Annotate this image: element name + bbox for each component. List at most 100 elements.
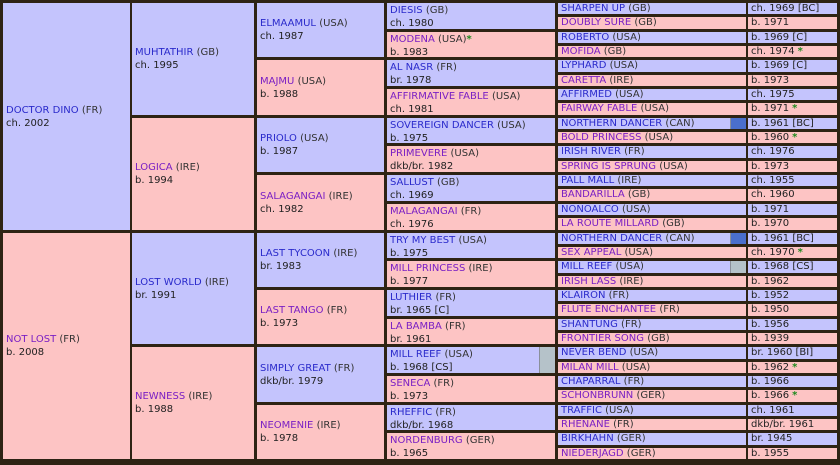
- horse-name-link[interactable]: LYPHARD: [561, 60, 607, 71]
- horse-info: b. 1961 [BC]: [751, 233, 814, 244]
- horse-name-link[interactable]: NONOALCO: [561, 204, 619, 215]
- horse-name-link[interactable]: NORTHERN DANCER: [561, 233, 663, 244]
- horse-name-link[interactable]: LAST TYCOON: [260, 248, 331, 259]
- horse-name-link[interactable]: NOT LOST: [6, 334, 57, 345]
- country-code: (FR): [623, 376, 645, 387]
- horse-name-link[interactable]: NORDENBURG: [390, 435, 463, 446]
- gen5-horse-cell: BANDARILLA (GB): [558, 189, 746, 201]
- horse-name-line: NORTHERN DANCER (CAN): [561, 233, 743, 244]
- horse-name-link[interactable]: MILL PRINCESS: [390, 263, 466, 274]
- horse-name-link[interactable]: SHARPEN UP: [561, 3, 626, 14]
- horse-name-link[interactable]: BOLD PRINCESS: [561, 132, 642, 143]
- horse-name-link[interactable]: NEVER BEND: [561, 347, 627, 358]
- horse-name-link[interactable]: AL NASR: [390, 62, 434, 73]
- horse-name-link[interactable]: MODENA: [390, 34, 435, 45]
- horse-name-link[interactable]: TRY MY BEST: [390, 235, 456, 246]
- horse-name-link[interactable]: LUTHIER: [390, 292, 433, 303]
- horse-name-link[interactable]: SOVEREIGN DANCER: [390, 120, 494, 131]
- horse-name-link[interactable]: MILAN MILL: [561, 362, 619, 373]
- horse-name-link[interactable]: FLUTE ENCHANTEE: [561, 304, 657, 315]
- horse-name-link[interactable]: PRIMEVERE: [390, 148, 448, 159]
- horse-name-line: NIEDERJAGD (GER): [561, 448, 743, 459]
- horse-name-link[interactable]: TRAFFIC: [561, 405, 602, 416]
- horse-name-line: SHANTUNG (FR): [561, 319, 743, 330]
- horse-name-link[interactable]: SCHONBRUNN: [561, 390, 634, 401]
- horse-name-line: IRISH RIVER (FR): [561, 146, 743, 158]
- horse-name-link[interactable]: LA BAMBA: [390, 321, 442, 332]
- horse-name-link[interactable]: NEOMENIE: [260, 420, 314, 431]
- country-code: (GB): [425, 5, 449, 16]
- gen2-horse-cell: NEWNESS (IRE) b. 1988: [132, 347, 254, 459]
- country-code: (USA): [644, 132, 674, 143]
- horse-name-link[interactable]: MILL REEF: [561, 261, 613, 272]
- horse-name-link[interactable]: NEWNESS: [135, 391, 186, 402]
- horse-name-link[interactable]: LAST TANGO: [260, 305, 324, 316]
- horse-name-link[interactable]: PALL MALL: [561, 175, 615, 186]
- horse-name-link[interactable]: RHENANE: [561, 419, 610, 430]
- gen4-horse-cell: MODENA (USA)* b. 1983: [387, 32, 555, 57]
- horse-name-link[interactable]: MAJMU: [260, 75, 295, 87]
- horse-info: b. 1961 [BC]: [751, 118, 814, 129]
- horse-name-link[interactable]: PRIOLO: [260, 133, 297, 144]
- horse-name-link[interactable]: KLAIRON: [561, 290, 606, 301]
- horse-name-link[interactable]: AFFIRMED: [561, 89, 612, 100]
- horse-name-link[interactable]: CHAPARRAL: [561, 376, 621, 387]
- country-code: (CAN): [665, 118, 695, 129]
- horse-name-link[interactable]: FRONTIER SONG: [561, 333, 645, 344]
- horse-name-link[interactable]: SIMPLY GREAT: [260, 362, 331, 374]
- horse-name-link[interactable]: CARETTA: [561, 75, 607, 86]
- horse-name-link[interactable]: BANDARILLA: [561, 189, 625, 200]
- horse-name-link[interactable]: DIESIS: [390, 5, 423, 16]
- horse-name-link[interactable]: SEX APPEAL: [561, 247, 622, 258]
- horse-info: ch. 1982: [260, 203, 304, 215]
- horse-name-link[interactable]: BIRKHAHN: [561, 433, 614, 444]
- horse-info: b. 1978: [260, 433, 299, 444]
- gen3-horse-cell: LAST TANGO (FR) b. 1973: [257, 290, 384, 344]
- gen5-horse-cell: ROBERTO (USA): [558, 32, 746, 43]
- gen4-horse-cell: NORDENBURG (GER) b. 1965: [387, 433, 555, 459]
- horse-name-link[interactable]: MUHTATHIR: [135, 47, 194, 58]
- country-code: (FR): [621, 319, 642, 330]
- horse-name-link[interactable]: SPRING IS SPRUNG: [561, 161, 657, 172]
- horse-name-link[interactable]: RHEFFIC: [390, 407, 433, 418]
- horse-name-link[interactable]: DOCTOR DINO: [6, 104, 79, 116]
- horse-name-link[interactable]: NORTHERN DANCER: [561, 118, 663, 129]
- horse-name-link[interactable]: NIEDERJAGD: [561, 448, 624, 459]
- gen5-info-cell: b. 1973: [748, 75, 837, 86]
- horse-name-link[interactable]: LA ROUTE MILLARD: [561, 218, 660, 229]
- gen3-horse-cell: MAJMU (USA) b. 1988: [257, 60, 384, 115]
- horse-name-link[interactable]: IRISH LASS: [561, 276, 617, 287]
- country-code: (IRE): [609, 75, 634, 86]
- gen5-info-cell: br. 1960 [BI]: [748, 347, 837, 359]
- horse-name-link[interactable]: SHANTUNG: [561, 319, 618, 330]
- horse-name-link[interactable]: SENECA: [390, 378, 431, 389]
- horse-name-line: MOFIDA (GB): [561, 46, 743, 57]
- gen4-horse-cell: PRIMEVERE (USA) dkb/br. 1982: [387, 146, 555, 172]
- country-code: (USA): [497, 120, 526, 131]
- gen5-info-cell: br. 1945: [748, 433, 837, 445]
- horse-name-link[interactable]: SALLUST: [390, 177, 434, 188]
- horse-name-link[interactable]: LOST WORLD: [135, 276, 202, 288]
- horse-name-link[interactable]: FAIRWAY FABLE: [561, 103, 638, 114]
- horse-name-link[interactable]: MOFIDA: [561, 46, 601, 57]
- horse-name-link[interactable]: ROBERTO: [561, 32, 610, 43]
- horse-name-line: LA BAMBA (FR): [390, 320, 552, 333]
- gen4-horse-cell: MILL PRINCESS (IRE) b. 1977: [387, 261, 555, 287]
- country-code: (IRE): [328, 190, 353, 202]
- gen1-horse-cell: DOCTOR DINO (FR) ch. 2002: [3, 3, 130, 230]
- country-code: (USA): [629, 347, 659, 358]
- horse-name-link[interactable]: DOUBLY SURE: [561, 17, 632, 28]
- country-code: (GER): [636, 390, 666, 401]
- country-code: (IRE): [204, 276, 229, 288]
- horse-name-link[interactable]: AFFIRMATIVE FABLE: [390, 91, 489, 102]
- horse-name-link[interactable]: SALAGANGAI: [260, 190, 326, 202]
- horse-name-link[interactable]: MILL REEF: [390, 349, 442, 360]
- country-code: (FR): [445, 321, 466, 332]
- gen4-horse-cell: MILL REEF (USA) b. 1968 [CS]: [387, 347, 555, 373]
- horse-name-link[interactable]: MALAGANGAI: [390, 206, 458, 217]
- horse-name-link[interactable]: ELMAAMUL: [260, 18, 316, 29]
- horse-name-link[interactable]: IRISH RIVER: [561, 146, 621, 157]
- gen1-horse-cell: NOT LOST (FR) b. 2008: [3, 233, 130, 459]
- gen5-info-cell: b. 1962 *: [748, 362, 837, 373]
- horse-name-link[interactable]: LOGICA: [135, 162, 173, 173]
